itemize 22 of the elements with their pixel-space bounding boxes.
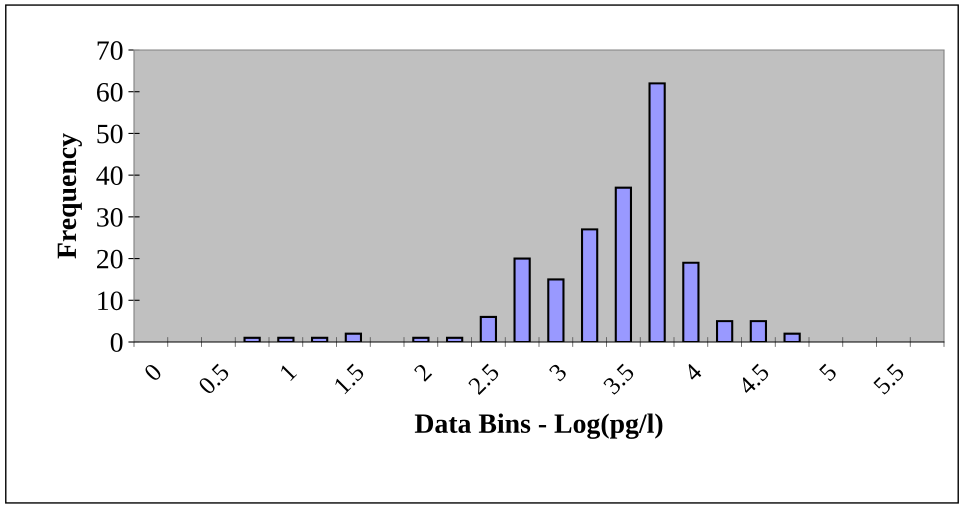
x-tick-label: 2 xyxy=(413,362,432,382)
x-tick-label: 5.5 xyxy=(872,362,906,396)
y-tick-label: 70 xyxy=(98,41,123,60)
y-tick-label: 0 xyxy=(110,333,123,352)
x-tick-label: 3.5 xyxy=(602,362,636,396)
x-axis-title: Data Bins - Log(pg/l) xyxy=(414,413,662,439)
y-axis-title: Frequency xyxy=(58,133,82,259)
x-tick-label: 4 xyxy=(683,362,703,382)
y-tick-label: 10 xyxy=(98,291,123,310)
y-tick-label: 30 xyxy=(97,208,123,227)
x-tick-label: 1 xyxy=(279,363,298,381)
x-tick-label: 0.5 xyxy=(197,362,230,396)
x-tick-label: 4.5 xyxy=(737,362,770,396)
y-tick-label: 60 xyxy=(97,82,123,102)
x-tick-label: 3 xyxy=(548,362,568,382)
x-tick-label: 2.5 xyxy=(468,362,500,396)
x-tick-label: 1.5 xyxy=(333,362,366,395)
x-tick-label: 5 xyxy=(818,362,838,382)
x-tick-label: 0 xyxy=(143,362,163,382)
y-tick-label: 50 xyxy=(97,124,123,144)
y-tick-label: 20 xyxy=(97,250,123,268)
y-tick-label: 40 xyxy=(96,166,123,186)
